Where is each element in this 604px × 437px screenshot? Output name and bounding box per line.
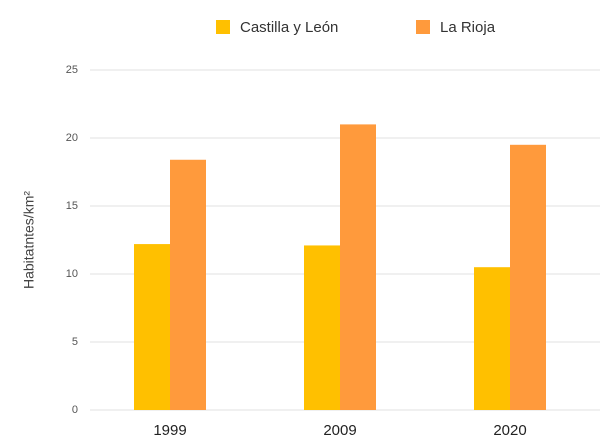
bar (340, 124, 376, 411)
y-tick-label: 0 (72, 404, 78, 416)
y-tick-label: 5 (72, 336, 78, 348)
legend-label: Castilla y León (240, 19, 338, 36)
x-tick-label: 1999 (153, 422, 186, 437)
y-axis-label: Habitatntes/km² (21, 191, 37, 289)
legend-swatch (216, 20, 230, 34)
legend-swatch (416, 20, 430, 34)
bar (170, 159, 206, 410)
legend-label: La Rioja (440, 19, 496, 36)
bar (510, 144, 546, 411)
y-tick-label: 25 (66, 64, 78, 76)
y-tick-label: 15 (66, 200, 78, 212)
bar (304, 245, 340, 410)
y-tick-label: 10 (66, 268, 78, 280)
y-tick-label: 20 (66, 132, 78, 144)
x-tick-label: 2020 (493, 422, 526, 437)
bar (474, 267, 510, 410)
bar (134, 244, 170, 410)
x-tick-label: 2009 (323, 422, 356, 437)
